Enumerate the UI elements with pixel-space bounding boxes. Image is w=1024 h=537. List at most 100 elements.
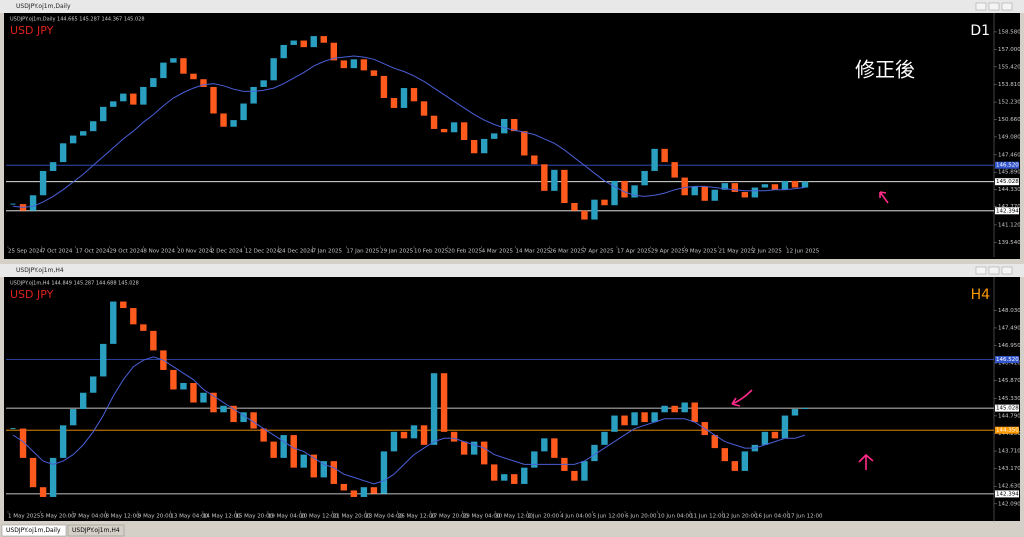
candle [761, 184, 769, 188]
y-tick-label: 144.790 [998, 413, 1021, 419]
candle [230, 405, 237, 423]
y-tick-label: 145.330 [998, 396, 1021, 402]
candle [741, 191, 749, 198]
candle [681, 177, 688, 196]
level-label: 142.394 [996, 491, 1019, 497]
candle [180, 58, 187, 74]
candle [320, 461, 327, 478]
x-tick-label: 4 Jun 04:00 [560, 514, 592, 520]
candle [90, 121, 97, 132]
candle [280, 435, 287, 458]
candle [39, 487, 47, 497]
candle [721, 448, 728, 462]
candle [310, 36, 317, 48]
y-tick-label: 143.710 [998, 449, 1021, 455]
candle [400, 88, 408, 108]
candle [330, 42, 338, 61]
y-tick-label: 157.000 [998, 47, 1021, 53]
x-tick-label: 8 Nov 2024 [143, 249, 175, 255]
window-buttons[interactable] [975, 2, 1013, 11]
candle [420, 425, 428, 445]
candle [29, 195, 37, 211]
x-tick-label: 10 Jun 04:00 [658, 514, 693, 520]
candle [320, 36, 327, 43]
x-tick-label: 7 Apr 2025 [583, 249, 614, 255]
x-tick-label: 7 Oct 2024 [42, 249, 73, 255]
window-title-bar [0, 0, 1024, 13]
candle [90, 376, 97, 393]
candle [100, 343, 107, 377]
candle [661, 148, 668, 163]
tab-label[interactable]: USDJPY.oj1m,H4 [72, 527, 120, 534]
candle [470, 441, 478, 455]
timeframe-label: D1 [970, 23, 990, 39]
annotation-arrow [879, 191, 889, 204]
x-tick-label: 6 Jun 20:00 [625, 514, 657, 520]
candle [380, 75, 388, 98]
candle [541, 438, 548, 452]
x-tick-label: 26 May 12:00 [398, 514, 436, 520]
candle [430, 373, 438, 445]
candle [140, 324, 147, 331]
tab-label[interactable]: USDJPY.oj1m,Daily [6, 527, 61, 534]
candle [170, 369, 177, 390]
candle [220, 113, 227, 127]
level-label: 146.520 [996, 163, 1019, 169]
chart-area [4, 277, 1020, 521]
candle [240, 412, 247, 423]
x-tick-label: 12 Jun 2025 [786, 249, 820, 255]
level-label: 145.028 [996, 406, 1019, 412]
candle [440, 373, 448, 432]
candle [150, 78, 157, 87]
x-tick-label: 24 Dec 2024 [279, 249, 315, 255]
candle [711, 435, 718, 449]
x-tick-label: 5 May 20:00 [40, 514, 75, 520]
x-tick-label: 17 Jan 2025 [346, 249, 379, 255]
candle [480, 441, 488, 465]
y-tick-label: 149.080 [998, 134, 1021, 140]
candle [120, 301, 127, 309]
x-tick-label: 12 Jun 20:00 [723, 514, 758, 520]
timeframe-label: H4 [971, 287, 991, 303]
x-tick-label: 21 May 20:00 [333, 514, 371, 520]
candle [390, 98, 398, 108]
candle [190, 382, 197, 403]
candle [781, 415, 789, 439]
candle [460, 122, 468, 140]
candle [290, 435, 297, 468]
level-label: 146.520 [996, 357, 1019, 363]
candle [230, 120, 237, 127]
candle [250, 412, 257, 429]
x-tick-label: 17 Oct 2024 [76, 249, 111, 255]
candle [450, 431, 458, 442]
candle [511, 119, 518, 132]
candle [110, 301, 117, 344]
x-tick-label: 2 Jun 2025 [752, 249, 782, 255]
candle [470, 140, 478, 154]
candle [521, 467, 528, 484]
tab[interactable] [67, 524, 125, 537]
x-tick-label: 4 Mar 2025 [482, 249, 514, 255]
candle [170, 58, 177, 63]
level-tag [995, 161, 1019, 169]
candle [491, 464, 498, 481]
candle [69, 135, 77, 144]
candle [591, 199, 598, 220]
candle [771, 184, 779, 190]
candle [370, 487, 378, 494]
candle [581, 461, 588, 481]
x-tick-label: 20 Feb 2025 [448, 249, 483, 255]
y-tick-label: 146.950 [998, 343, 1021, 349]
candle [501, 474, 508, 481]
y-tick-label: 146.410 [998, 361, 1021, 367]
level-label: 144.350 [996, 428, 1019, 434]
window-buttons[interactable] [975, 266, 1013, 275]
candle [29, 457, 37, 488]
x-tick-label: 17 Jun 12:00 [788, 514, 823, 520]
x-tick-label: 5 Jun 12:00 [593, 514, 625, 520]
symbol-label: USD JPY [10, 288, 54, 301]
candle [270, 58, 277, 81]
tab[interactable] [1, 524, 67, 537]
level-tag [995, 178, 1019, 186]
candle [130, 308, 137, 325]
